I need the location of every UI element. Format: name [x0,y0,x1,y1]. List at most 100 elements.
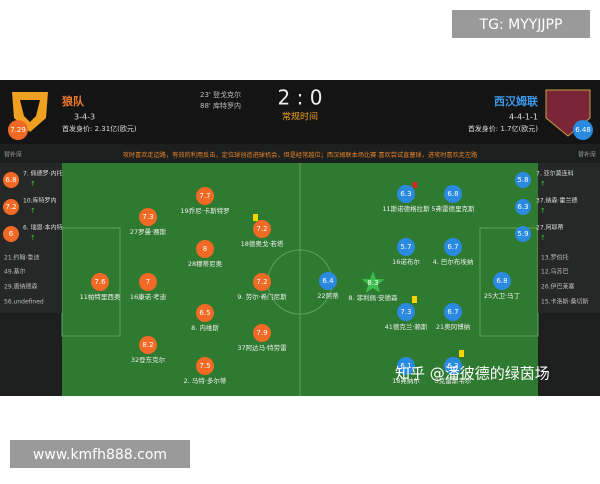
player-rating: 7.3 [142,213,153,221]
player-name: 32登东克尔 [131,355,166,364]
player-badge [91,273,109,291]
player-rating: 7.6 [94,278,106,286]
player-rating: 8.2 [142,341,153,349]
player-rating: 8 [203,245,207,253]
sub-name: 15.卡洛斯·桑切斯 [541,298,588,306]
player-badge [444,185,462,203]
player-rating: 7.9 [256,329,267,337]
bench [538,163,600,313]
yellow-card [459,350,464,357]
player-name: 28穆蒂尼奥 [188,259,223,268]
player-name: 4. 巴尔布埃纳 [433,257,474,266]
goal: 23' 登戈克尔 [200,90,241,99]
yellow-card [253,214,258,221]
away-rating: 6.48 [575,126,591,134]
player-badge [253,220,271,238]
player-rating: 6.1 [400,362,411,370]
player-rating: 6.7 [447,243,458,251]
player-rating: 6.5 [199,309,210,317]
player-rating: 7.2 [256,278,267,286]
analysis: 攻时喜欢走边路，有效的利用反击，定位球创造进球机会，但是经常越位；西汉姆联本场比… [123,151,478,159]
sub-arrow: ↑ [540,207,546,215]
home-rating: 7.29 [10,126,26,134]
home-formation: 3-4-3 [74,113,95,122]
player-name: 2. 马特·多尔蒂 [184,376,227,385]
player-rating: 6.4 [322,277,334,285]
sub-name: 6. 瑞恩·本内特 [23,224,63,232]
player-name: 16诺布尔 [392,257,420,266]
sub-rating: 6.3 [517,203,528,211]
home-rating-badge [8,120,28,140]
sub-rating-badge [3,199,19,215]
header [0,80,600,144]
player-badge [196,357,214,375]
players: 6.8 7. 佩德罗·内托 ↑ 7.2 10.库特罗内 ↑ 6 6. 瑞恩·本内特 ↑ 21.约翰… [0,163,600,385]
player-rating: 7.7 [199,192,210,200]
player-name: 18弗纳尔 [392,376,420,385]
home-name: 狼队 [62,94,85,108]
sub-name: 10.库特罗内 [23,197,57,205]
bench-label: 替补席 [578,151,596,159]
player-rating: 7.2 [256,225,267,233]
sub-arrow: ↑ [540,234,546,242]
player-star [361,271,385,293]
player-badge [139,336,157,354]
top-watermark: TG: MYYJJPP [479,17,563,33]
sub-name: 56.undefined [4,299,44,306]
home-crest-inner [20,100,40,122]
player-rating: 7.3 [400,308,411,316]
sub-rating-badge [515,172,531,188]
bottom-watermark: www.kmfh888.com [33,447,167,463]
sub-rating: 6 [9,230,14,238]
sub-name: 27.阿耶蒂 [536,224,564,232]
red-card [413,182,417,188]
player-name: 11斯诺德格拉斯 [382,204,430,213]
player-badge [397,238,415,256]
away-rating-badge [573,120,593,140]
away-value: 首发身价: 1.7亿(欧元) [468,124,538,133]
sub-arrow: ↑ [30,207,36,215]
player-badge [397,357,415,375]
player-rating: 8.3 [367,279,378,287]
overlay-watermark: 知乎 @潘彼德的绿茵场 [395,365,550,383]
player-rating: 6.8 [496,277,507,285]
sub-name: 37.纳森·霍兰德 [536,197,577,205]
player-badge [444,303,462,321]
player-name: 9. 劳尔·希门尼斯 [237,292,287,301]
player-badge [253,324,271,342]
sub-name: 26.伊巴莱塞 [541,283,575,291]
sub-name: 7. 亚尔莫连科 [536,170,574,178]
player-badge [253,273,271,291]
player-rating: 6.8 [447,190,458,198]
sub-rating-badge [3,172,19,188]
sub-arrow: ↑ [540,180,546,188]
player-badge [139,208,157,226]
player-name: 3克雷斯韦尔 [435,376,472,385]
sub-name: 29.唐纳德森 [4,283,38,291]
player-badge [196,304,214,322]
player-badge [397,185,415,203]
sub-rating-badge [3,226,19,242]
sub-rating: 7.2 [5,203,16,211]
bottom-badge [10,440,190,468]
player-name: 37阿达马·特劳雷 [237,343,286,352]
away-formation: 4-4-1-1 [509,113,538,122]
player-name: 16康诺·考迪 [130,292,167,301]
status: 常规时间 [282,111,318,123]
sub-name: 12.乌苏巴 [541,268,569,276]
player-badge [196,187,214,205]
away-name: 西汉姆联 [494,94,538,108]
yellow-card [412,296,417,303]
player-name: 41德克兰·赖斯 [385,322,428,331]
player-badge [493,272,511,290]
player-name: 19乔尼·卡斯特罗 [180,206,229,215]
sub-rating: 5.9 [517,230,528,238]
bench-label: 替补席 [4,151,22,159]
sub-arrow: ↑ [30,234,36,242]
home-value: 首发身价: 2.31亿(欧元) [62,124,137,133]
player-name: 25大卫·马丁 [484,291,521,300]
player-badge [196,240,214,258]
score: 2 : 0 [278,86,323,110]
sub-rating: 5.8 [517,176,528,184]
